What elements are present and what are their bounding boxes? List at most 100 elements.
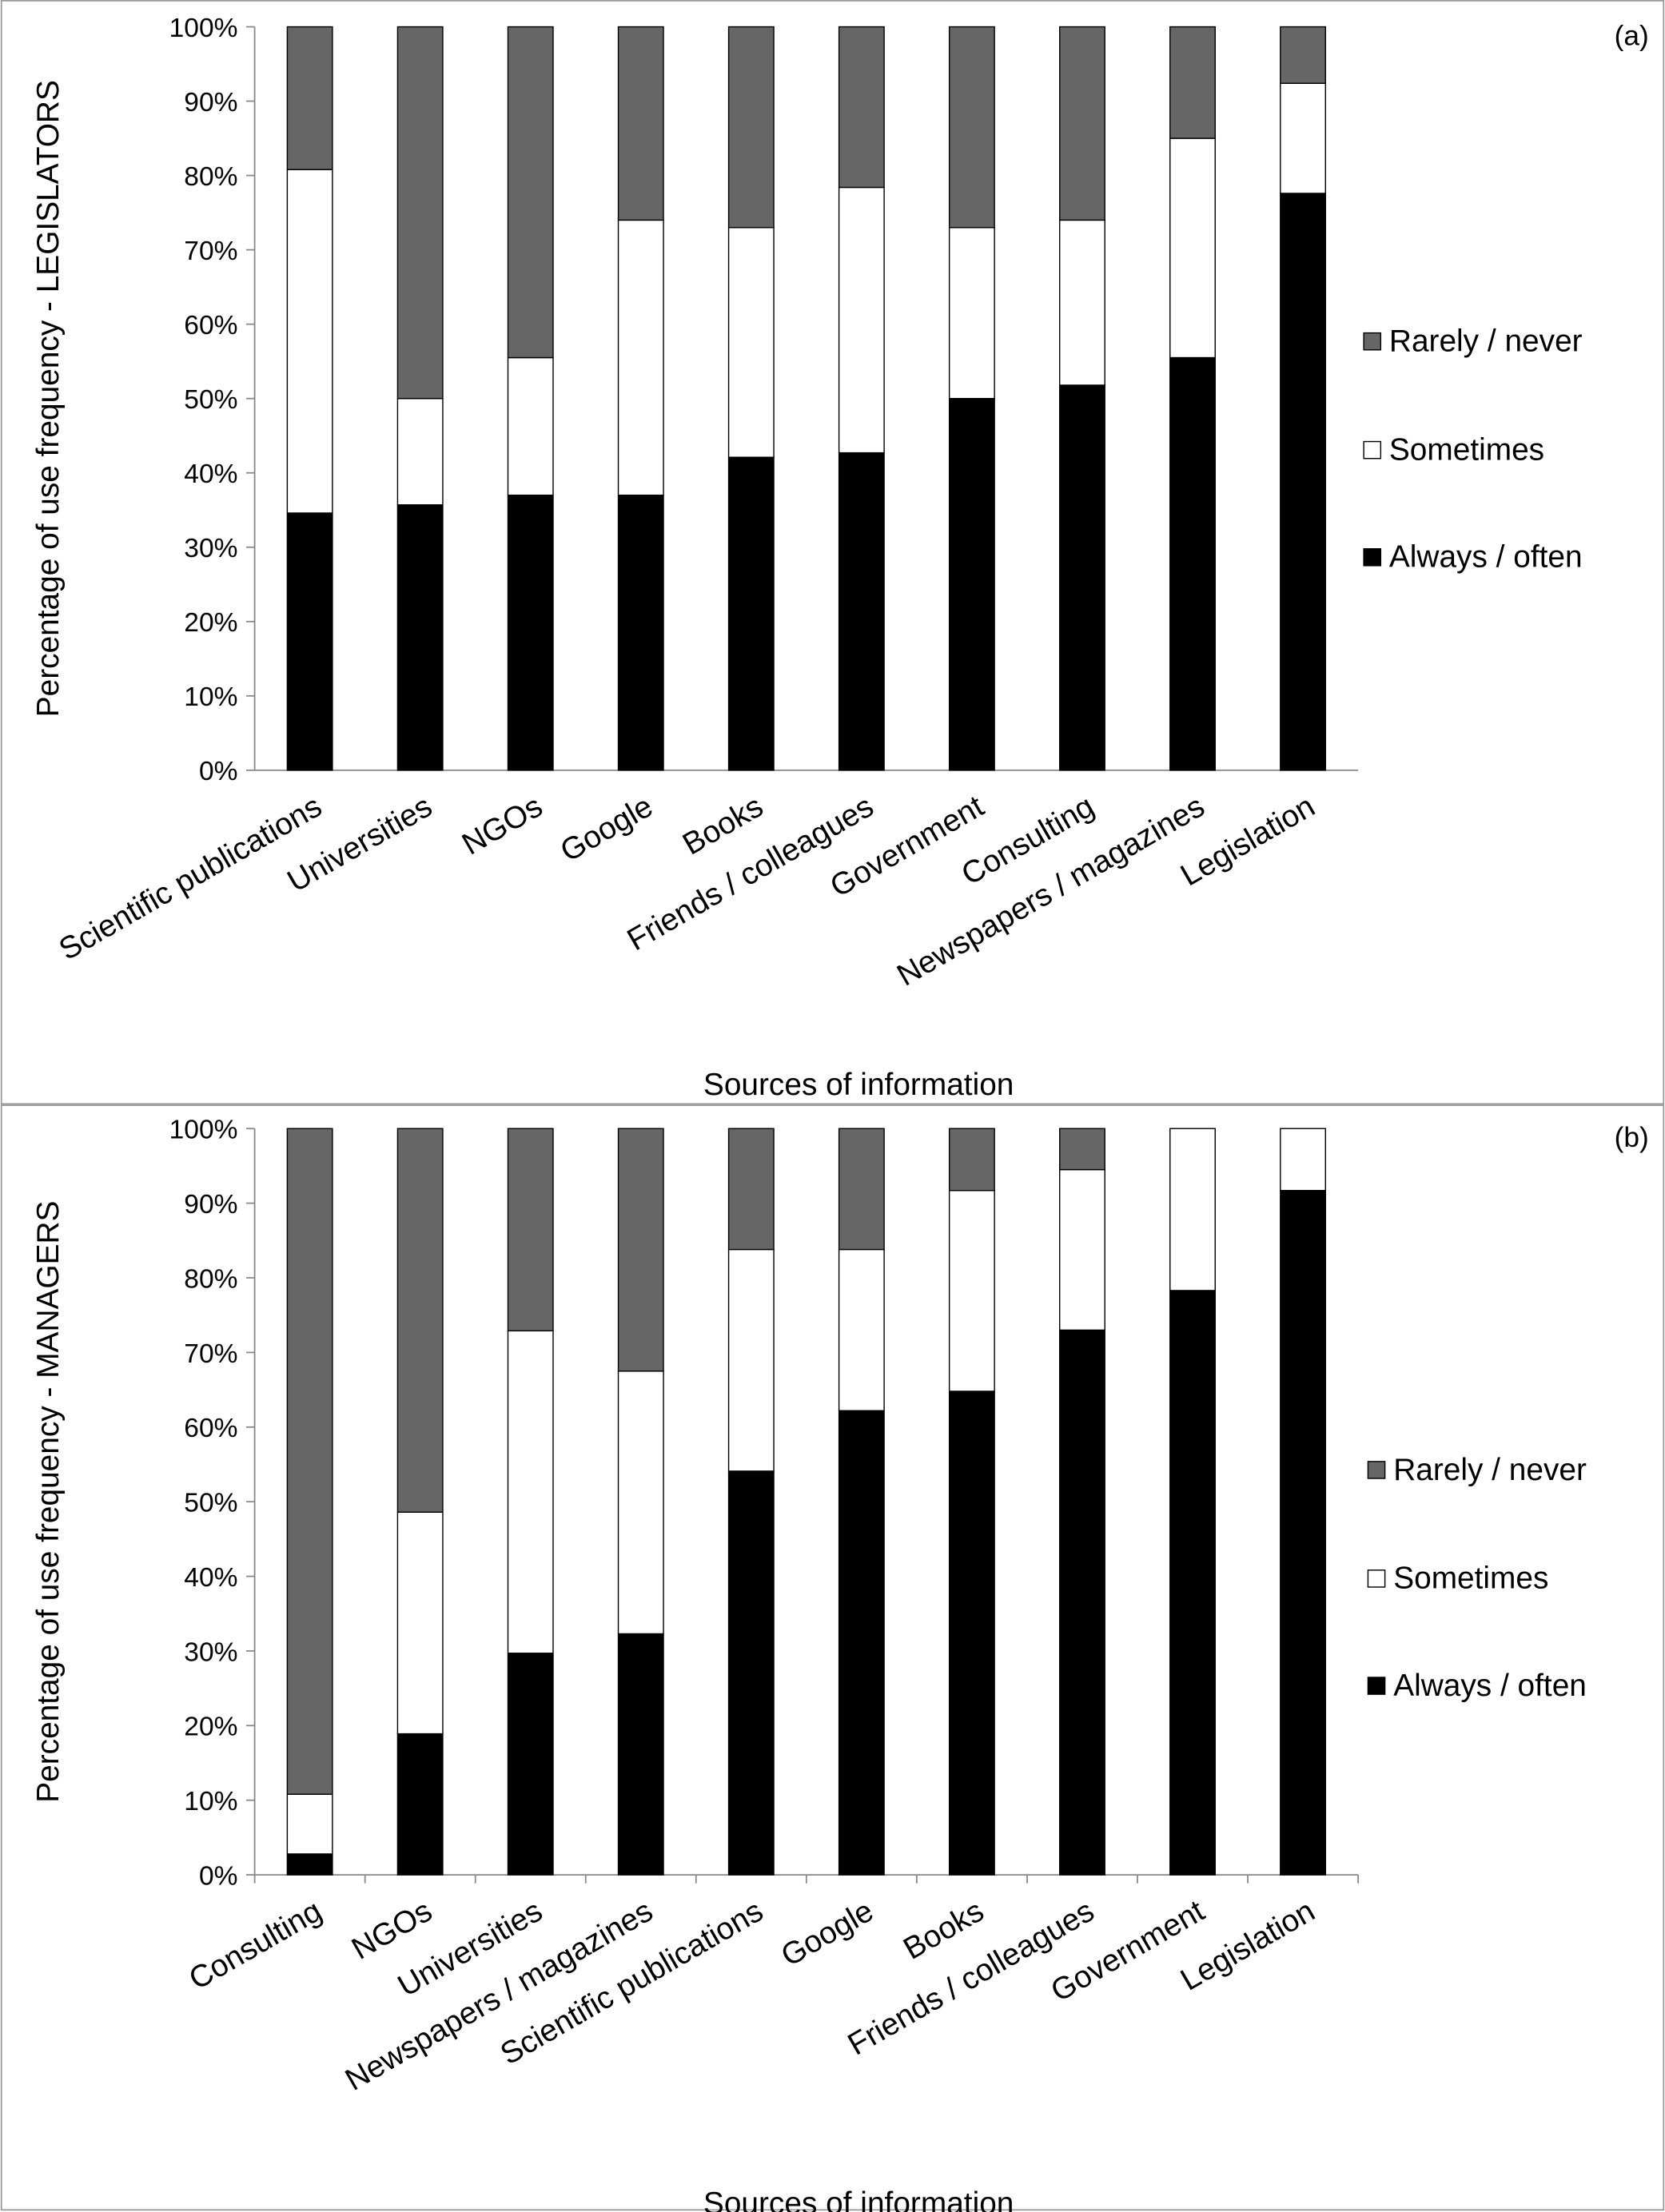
legend-label: Rarely / never bbox=[1393, 1453, 1587, 1487]
y-tick-label: 40% bbox=[184, 1563, 237, 1593]
bar-segment bbox=[396, 1511, 444, 1735]
bar-segment bbox=[727, 1470, 775, 1876]
bar-segment bbox=[617, 219, 664, 496]
y-tick-label: 50% bbox=[184, 1489, 237, 1518]
bar-segment bbox=[286, 1128, 333, 1795]
y-axis-title: Percentage of use frequency - LEGISLATOR… bbox=[31, 80, 66, 717]
bar-segment bbox=[838, 26, 885, 189]
legend-label: Sometimes bbox=[1393, 1562, 1548, 1596]
bar-segment bbox=[1280, 1128, 1327, 1192]
bar-segment bbox=[1059, 1128, 1105, 1171]
y-tick-label: 30% bbox=[184, 1637, 237, 1667]
bar-segment bbox=[396, 1733, 444, 1876]
panel-label: (a) bbox=[1615, 20, 1649, 51]
y-tick-label: 80% bbox=[184, 1264, 237, 1294]
y-tick-label: 0% bbox=[199, 757, 237, 786]
bar-segment bbox=[948, 26, 995, 229]
bar-segment bbox=[1280, 193, 1327, 771]
bar-segment bbox=[617, 1128, 664, 1372]
legend-swatch bbox=[1367, 1569, 1386, 1588]
y-tick-label: 90% bbox=[184, 1190, 237, 1219]
bar-segment bbox=[396, 26, 444, 400]
bar-segment bbox=[617, 26, 664, 221]
legend-swatch bbox=[1363, 440, 1382, 460]
bar-segment bbox=[1169, 356, 1216, 771]
y-tick-label: 100% bbox=[169, 1116, 238, 1145]
y-tick-label: 90% bbox=[184, 88, 237, 117]
bar-segment bbox=[507, 494, 554, 771]
bar-segment bbox=[948, 1128, 995, 1192]
y-tick-label: 10% bbox=[184, 1787, 237, 1816]
bar-segment bbox=[1169, 1128, 1216, 1291]
bar-segment bbox=[727, 26, 775, 229]
bar-segment bbox=[948, 397, 995, 771]
bar-segment bbox=[1169, 137, 1216, 359]
panel-label: (b) bbox=[1615, 1122, 1649, 1153]
bar-segment bbox=[727, 456, 775, 771]
y-tick-label: 80% bbox=[184, 162, 237, 192]
legend-label: Always / often bbox=[1389, 540, 1583, 575]
y-tick-label: 60% bbox=[184, 1414, 237, 1443]
bar-segment bbox=[727, 1248, 775, 1472]
bar-segment bbox=[396, 1128, 444, 1513]
bar-segment bbox=[286, 1793, 333, 1855]
bar-segment bbox=[507, 1128, 554, 1332]
bar-segment bbox=[1059, 1329, 1105, 1876]
bar-segment bbox=[948, 1390, 995, 1876]
bar-segment bbox=[838, 186, 885, 454]
legend-label: Rarely / never bbox=[1389, 324, 1583, 359]
legend-swatch bbox=[1363, 547, 1382, 567]
y-tick-label: 40% bbox=[184, 460, 237, 489]
legend-label: Sometimes bbox=[1389, 432, 1544, 467]
bar-segment bbox=[286, 1853, 333, 1876]
bar-segment bbox=[838, 1410, 885, 1876]
x-axis-title: Sources of information bbox=[703, 2186, 1014, 2212]
bar-segment bbox=[948, 1190, 995, 1392]
bar-segment bbox=[1059, 384, 1105, 771]
bar-segment bbox=[1280, 1190, 1327, 1876]
y-tick-label: 60% bbox=[184, 311, 237, 340]
bar-segment bbox=[286, 512, 333, 771]
y-tick-label: 50% bbox=[184, 385, 237, 415]
bar-segment bbox=[507, 1330, 554, 1654]
bar-segment bbox=[1169, 1290, 1216, 1876]
y-tick-label: 20% bbox=[184, 608, 237, 638]
bar-segment bbox=[507, 26, 554, 359]
bar-segment bbox=[507, 356, 554, 496]
bar-segment bbox=[838, 1248, 885, 1411]
bar-segment bbox=[507, 1653, 554, 1876]
legend-swatch bbox=[1367, 1677, 1386, 1695]
bar-segment bbox=[1059, 1168, 1105, 1331]
bar-segment bbox=[617, 1371, 664, 1635]
y-axis-title: Percentage of use frequency - MANAGERS bbox=[31, 1201, 66, 1803]
bar-segment bbox=[396, 504, 444, 771]
bar-segment bbox=[396, 397, 444, 506]
bar-segment bbox=[838, 1128, 885, 1251]
y-tick-label: 100% bbox=[169, 14, 238, 43]
bar-segment bbox=[617, 1633, 664, 1876]
bar-segment bbox=[286, 26, 333, 170]
bar-segment bbox=[1059, 219, 1105, 386]
y-tick-label: 70% bbox=[184, 1339, 237, 1369]
bar-segment bbox=[1280, 82, 1327, 194]
bar-segment bbox=[838, 452, 885, 771]
y-tick-label: 20% bbox=[184, 1713, 237, 1742]
panel-frame bbox=[0, 1104, 1665, 2211]
bar-segment bbox=[948, 227, 995, 400]
bar-segment bbox=[727, 227, 775, 458]
bar-segment bbox=[1059, 26, 1105, 221]
y-tick-label: 30% bbox=[184, 534, 237, 563]
legend-swatch bbox=[1367, 1461, 1386, 1479]
y-tick-label: 70% bbox=[184, 237, 237, 266]
bar-segment bbox=[1169, 26, 1216, 139]
x-axis-title: Sources of information bbox=[703, 1068, 1014, 1102]
legend-label: Always / often bbox=[1393, 1669, 1587, 1703]
bar-segment bbox=[617, 494, 664, 771]
bar-segment bbox=[727, 1128, 775, 1251]
y-tick-label: 10% bbox=[184, 682, 237, 712]
legend-swatch bbox=[1363, 332, 1382, 351]
bar-segment bbox=[1280, 26, 1327, 84]
y-tick-label: 0% bbox=[199, 1861, 237, 1891]
bar-segment bbox=[286, 169, 333, 514]
